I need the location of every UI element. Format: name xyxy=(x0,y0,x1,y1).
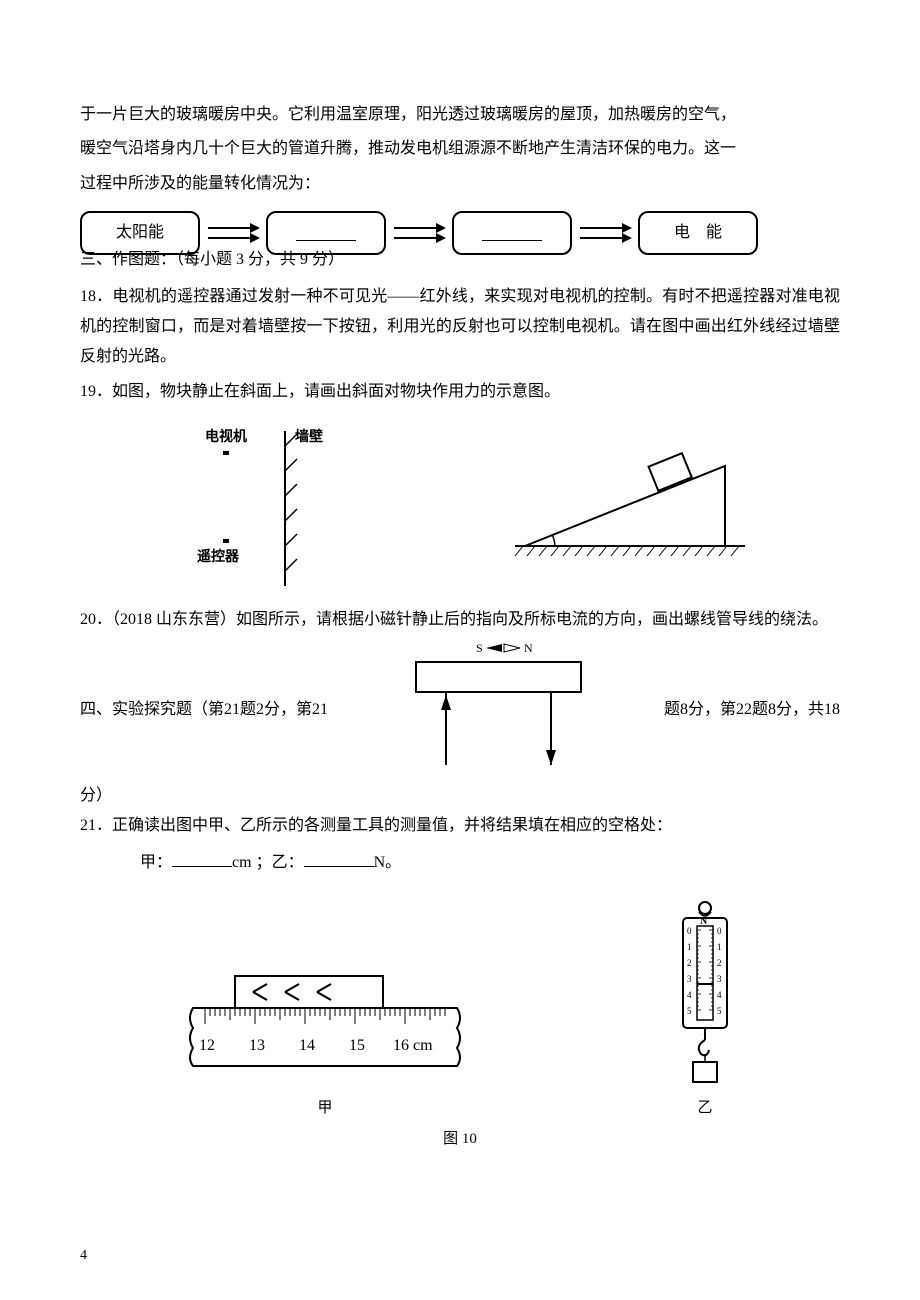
spring-l-0: 0 xyxy=(687,926,692,936)
spring-r-4: 4 xyxy=(717,990,722,1000)
ruler-tick-12: 12 xyxy=(199,1037,215,1054)
question-21-answer-line: 甲： cm ；乙： N。 xyxy=(80,848,840,878)
spring-n-label: N xyxy=(700,916,708,927)
ruler-tick-13: 13 xyxy=(249,1037,265,1054)
spring-r-5: 5 xyxy=(717,1006,722,1016)
figure-row: 12 13 14 15 16 cm 甲 N 0 1 2 3 4 5 xyxy=(80,898,840,1123)
spring-l-1: 1 xyxy=(687,942,692,952)
ruler-tick-16: 16 cm xyxy=(393,1037,433,1054)
spring-scale-diagram: N 0 1 2 3 4 5 0 1 2 3 4 5 xyxy=(665,898,745,1088)
section-4-row: 四、实验探究题（第21题2分，第21 S N 题8分，第22题8分，共18 xyxy=(80,640,840,781)
compass-s: S xyxy=(476,641,483,655)
spring-r-1: 1 xyxy=(717,942,722,952)
ruler-tick-14: 14 xyxy=(299,1037,315,1054)
arrow-icon xyxy=(206,218,260,248)
intro-line-3: 过程中所涉及的能量转化情况为： xyxy=(80,169,840,199)
yi-unit: N。 xyxy=(374,854,402,871)
tv-label: 电视机 xyxy=(205,428,247,445)
intro-line-2: 暖空气沿塔身内几十个巨大的管道升腾，推动发电机组源源不断地产生清洁环保的电力。这… xyxy=(80,134,840,164)
figure-jia: 12 13 14 15 16 cm 甲 xyxy=(175,958,475,1123)
arrow-icon xyxy=(392,218,446,248)
intro-line-1: 于一片巨大的玻璃暖房中央。它利用温室原理，阳光透过玻璃暖房的屋顶，加热暖房的空气… xyxy=(80,100,840,130)
diagram-row-1: 电视机 墙壁 遥控器 xyxy=(80,421,840,591)
figure-yi: N 0 1 2 3 4 5 0 1 2 3 4 5 xyxy=(665,898,745,1123)
wall-reflection-diagram: 电视机 墙壁 遥控器 xyxy=(155,421,355,591)
question-20: 20．（2018 山东东营）如图所示，请根据小磁针静止后的指向及所标电流的方向，… xyxy=(80,605,840,635)
question-18: 18．电视机的遥控器通过发射一种不可见光——红外线，来实现对电视机的控制。有时不… xyxy=(80,282,840,373)
spring-l-2: 2 xyxy=(687,958,692,968)
question-19: 19．如图，物块静止在斜面上，请画出斜面对物块作用力的示意图。 xyxy=(80,377,840,407)
fig-label-yi: 乙 xyxy=(697,1094,712,1123)
ruler-tick-15: 15 xyxy=(349,1037,365,1054)
ruler-diagram: 12 13 14 15 16 cm xyxy=(175,958,475,1088)
arrow-icon xyxy=(578,218,632,248)
jia-label: 甲： xyxy=(140,854,172,871)
page-number: 4 xyxy=(80,1243,87,1270)
incline-diagram xyxy=(505,436,765,576)
section-4-left: 四、实验探究题（第21题2分，第21 xyxy=(80,695,328,725)
spring-l-4: 4 xyxy=(687,990,692,1000)
spring-l-3: 3 xyxy=(687,974,692,984)
remote-label: 遥控器 xyxy=(197,548,240,565)
section-4-right: 题8分，第22题8分，共18 xyxy=(664,695,840,725)
figure-caption: 图 10 xyxy=(80,1125,840,1154)
flow-box-3 xyxy=(452,211,572,255)
spring-r-2: 2 xyxy=(717,958,722,968)
jia-unit: cm ；乙： xyxy=(232,854,304,871)
question-21: 21．正确读出图中甲、乙所示的各测量工具的测量值，并将结果填在相应的空格处： xyxy=(80,811,840,841)
flow-box-4: 电 能 xyxy=(638,211,758,255)
wall-label: 墙壁 xyxy=(295,428,323,445)
compass-n: N xyxy=(524,641,533,655)
spring-r-0: 0 xyxy=(717,926,722,936)
spring-l-5: 5 xyxy=(687,1006,692,1016)
spring-r-3: 3 xyxy=(717,974,722,984)
fig-label-jia: 甲 xyxy=(317,1094,332,1123)
section-4-cont: 分） xyxy=(80,781,840,811)
solenoid-diagram: S N xyxy=(386,640,606,770)
